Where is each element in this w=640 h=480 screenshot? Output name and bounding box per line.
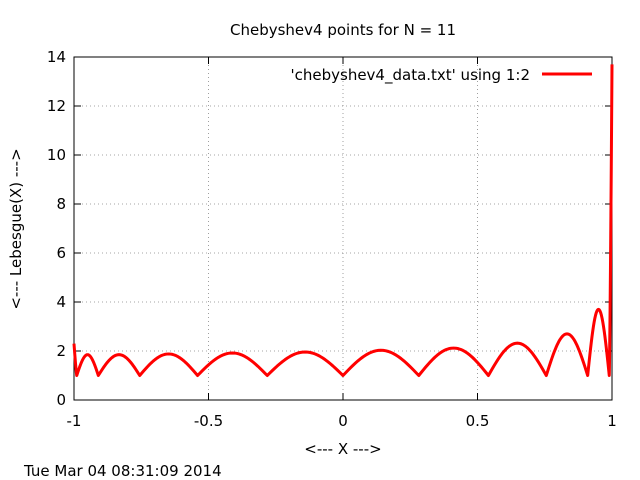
y-tick-label: 14 (47, 48, 66, 66)
x-tick-label: -1 (67, 412, 82, 430)
y-tick-label: 8 (56, 195, 66, 213)
chart-title: Chebyshev4 points for N = 11 (230, 21, 456, 39)
y-axis-label: <--- Lebesgue(X) ---> (7, 148, 25, 309)
x-axis-label: <--- X ---> (304, 440, 381, 458)
axis-ticks (73, 56, 613, 401)
y-tick-label: 12 (47, 97, 66, 115)
x-tick-label: -0.5 (194, 412, 223, 430)
x-tick-label: 0.5 (466, 412, 490, 430)
series-line (72, 64, 614, 377)
y-tick-label: 2 (56, 342, 66, 360)
y-tick-label: 10 (47, 146, 66, 164)
plot-frame (73, 56, 613, 401)
y-tick-label: 0 (56, 391, 66, 409)
x-tick-label: 1 (607, 412, 617, 430)
legend-label: 'chebyshev4_data.txt' using 1:2 (291, 66, 531, 85)
x-tick-label: 0 (338, 412, 348, 430)
legend: 'chebyshev4_data.txt' using 1:2 (291, 66, 592, 85)
grid-lines (74, 57, 612, 400)
timestamp: Tue Mar 04 08:31:09 2014 (23, 462, 222, 480)
y-tick-label: 6 (56, 244, 66, 262)
tick-labels: 0 2 4 6 8 10 12 14 -1 -0.5 0 0.5 1 (47, 48, 617, 430)
y-tick-label: 4 (56, 293, 66, 311)
